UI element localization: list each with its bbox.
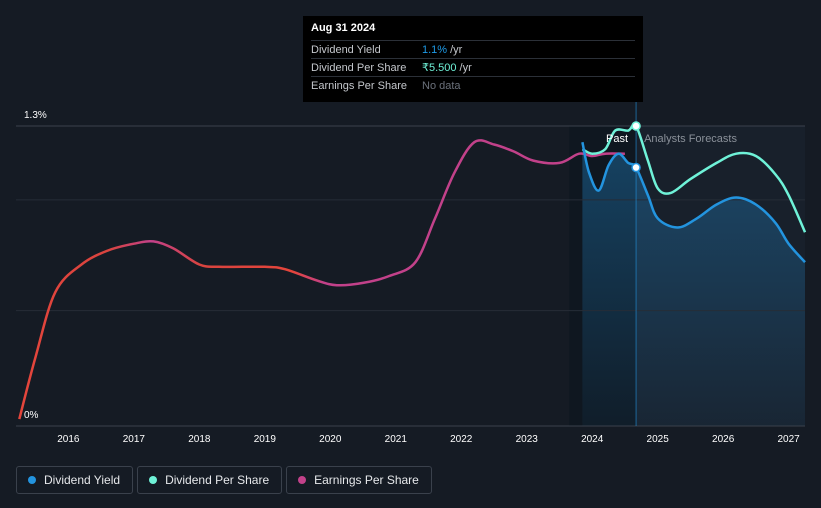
tooltip-value: 1.1% bbox=[422, 43, 448, 56]
tooltip-row-dividend-per-share: Dividend Per Share ₹5.500 /yr bbox=[311, 58, 635, 76]
x-tick-label: 2027 bbox=[778, 434, 801, 445]
x-tick-label: 2017 bbox=[123, 434, 146, 445]
x-tick-label: 2021 bbox=[385, 434, 408, 445]
tooltip-label: Earnings Per Share bbox=[311, 79, 407, 92]
tooltip: Aug 31 2024 Dividend Yield 1.1% /yr Divi… bbox=[303, 16, 643, 102]
legend-dot-icon bbox=[298, 476, 307, 484]
tooltip-value: No data bbox=[422, 79, 461, 92]
tooltip-row-dividend-yield: Dividend Yield 1.1% /yr bbox=[311, 40, 635, 58]
tooltip-date: Aug 31 2024 bbox=[311, 22, 376, 34]
x-tick-label: 2026 bbox=[712, 434, 735, 445]
x-tick-label: 2020 bbox=[319, 434, 342, 445]
y-tick-label: 0% bbox=[24, 410, 39, 421]
legend-item-dividend-yield[interactable]: Dividend Yield bbox=[16, 466, 134, 494]
series-line-earnings-per-share bbox=[18, 139, 625, 420]
tooltip-label: Dividend Per Share bbox=[311, 61, 407, 74]
x-tick-label: 2016 bbox=[57, 434, 80, 445]
dividend-yield-marker bbox=[631, 162, 641, 173]
legend-label: Dividend Per Share bbox=[165, 473, 270, 487]
tooltip-row-earnings-per-share: Earnings Per Share No data bbox=[311, 76, 635, 94]
legend: Dividend Yield Dividend Per Share Earnin… bbox=[16, 466, 432, 494]
legend-item-dividend-per-share[interactable]: Dividend Per Share bbox=[137, 466, 283, 494]
legend-dot-icon bbox=[28, 476, 36, 484]
legend-label: Earnings Per Share bbox=[314, 473, 419, 487]
x-tick-label: 2024 bbox=[581, 434, 604, 445]
x-tick-label: 2023 bbox=[516, 434, 539, 445]
tooltip-unit: /yr bbox=[459, 61, 472, 74]
x-tick-label: 2019 bbox=[254, 434, 277, 445]
dividend-yield-area bbox=[582, 142, 805, 426]
forecast-label: Analysts Forecasts bbox=[644, 133, 737, 145]
tooltip-unit: /yr bbox=[450, 43, 463, 56]
past-label: Past bbox=[606, 133, 628, 145]
legend-item-earnings-per-share[interactable]: Earnings Per Share bbox=[286, 466, 432, 494]
series-line-dividend-per-share bbox=[581, 123, 807, 233]
legend-label: Dividend Yield bbox=[44, 473, 121, 487]
tooltip-value: ₹5.500 bbox=[422, 62, 457, 74]
series-line-dividend-yield bbox=[581, 141, 806, 264]
legend-dot-icon bbox=[149, 476, 158, 484]
dividend-per-share-marker bbox=[631, 121, 641, 131]
x-tick-label: 2018 bbox=[188, 434, 211, 445]
y-tick-label: 1.3% bbox=[24, 110, 47, 121]
tooltip-label: Dividend Yield bbox=[311, 43, 381, 56]
x-tick-label: 2022 bbox=[450, 434, 473, 445]
x-tick-label: 2025 bbox=[647, 434, 670, 445]
